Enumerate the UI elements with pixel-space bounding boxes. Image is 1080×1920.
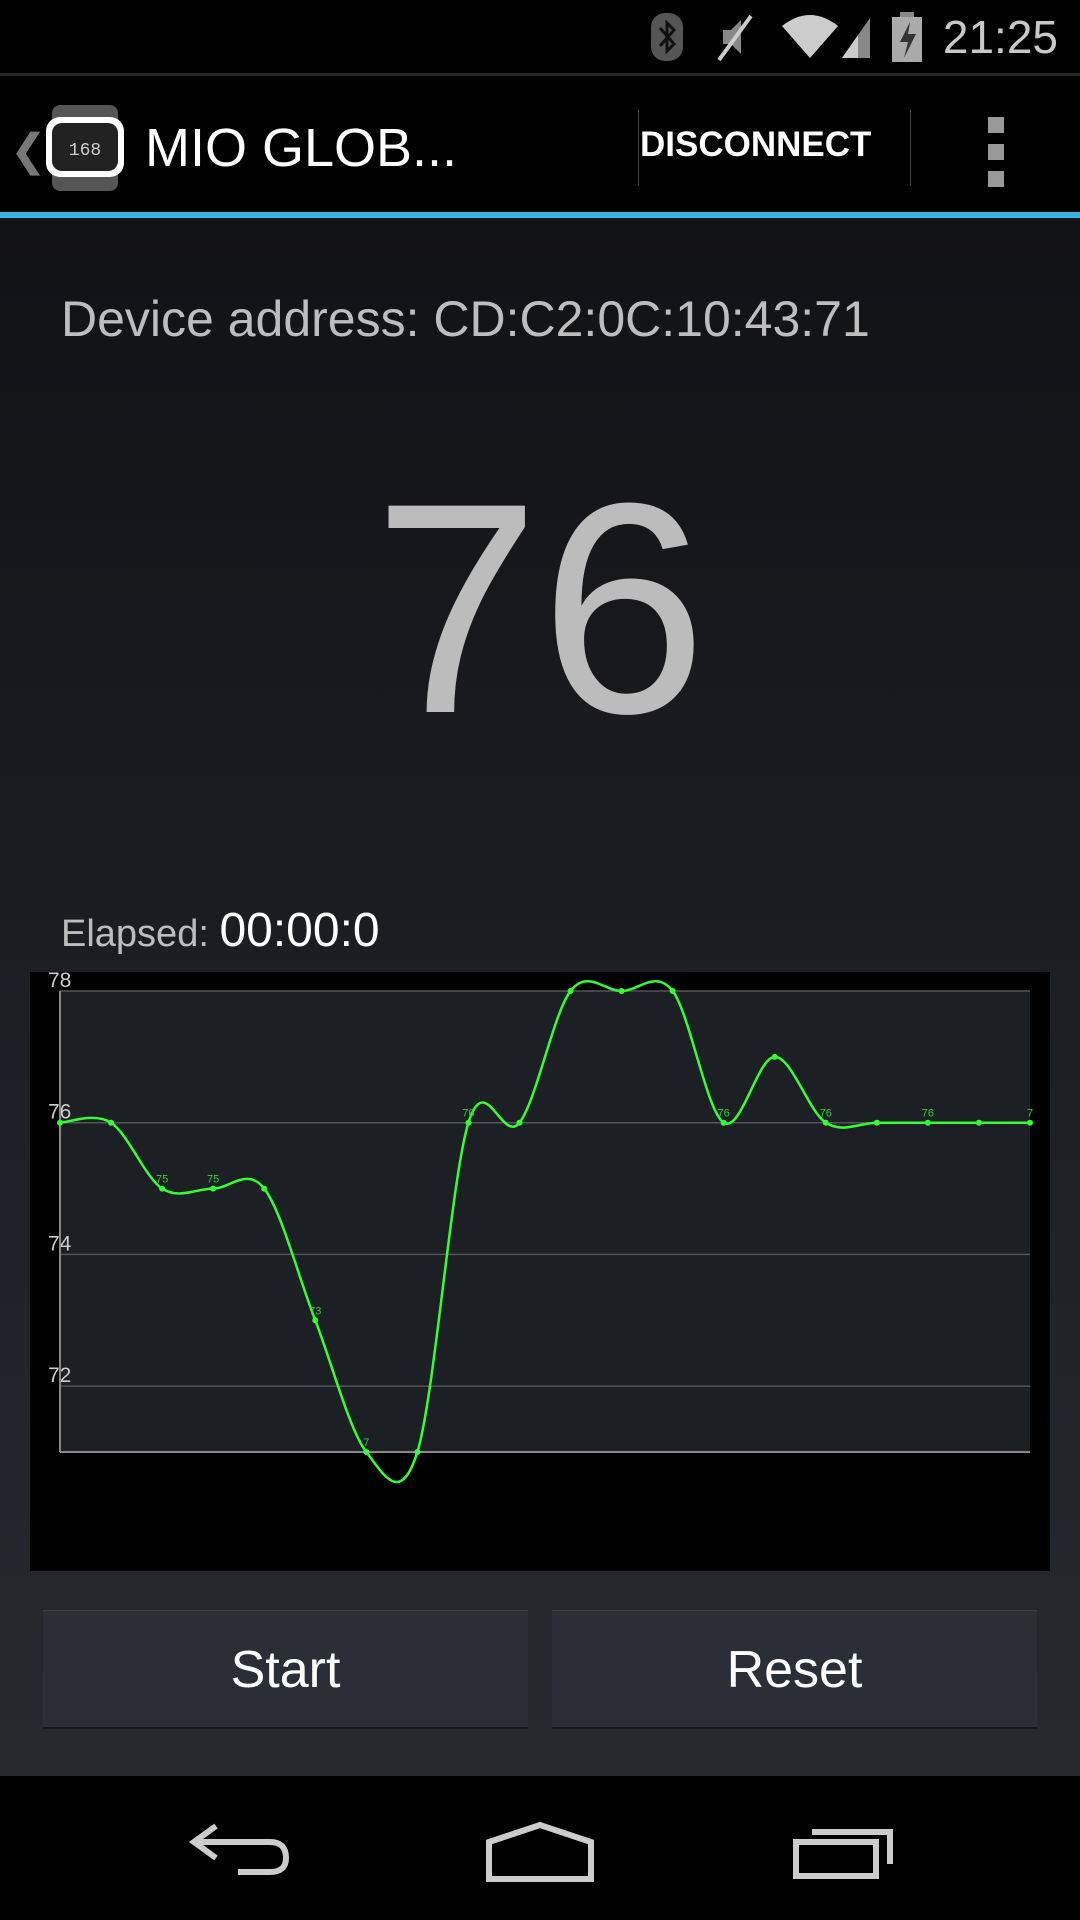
reset-button[interactable]: Reset [552, 1610, 1037, 1729]
back-caret-icon[interactable]: ❮ [10, 126, 47, 175]
data-label: 76 [718, 1108, 730, 1120]
data-label: 76 [820, 1108, 832, 1120]
device-address-value: CD:C2:0C:10:43:71 [433, 291, 870, 347]
plot-area [60, 991, 1030, 1452]
home-icon[interactable] [485, 1822, 595, 1882]
data-point [159, 1185, 166, 1192]
data-point [312, 1317, 319, 1324]
elapsed-label: Elapsed: [61, 913, 209, 955]
navigation-bar [0, 1776, 1080, 1920]
data-point [261, 1185, 268, 1192]
elapsed-time: Elapsed: 00:00:0 [61, 903, 380, 958]
data-point [975, 1119, 982, 1126]
heart-rate-chart: 78 76 74 72 75 75 73 7 76 76 76 76 7 [30, 969, 1050, 1571]
y-tick-label: 78 [48, 972, 71, 992]
overflow-menu-icon[interactable] [988, 117, 1004, 198]
recents-icon[interactable] [792, 1822, 896, 1880]
data-point [210, 1185, 217, 1192]
wifi-icon [782, 15, 870, 58]
data-point [567, 988, 574, 994]
data-label: 73 [309, 1305, 321, 1317]
data-point [873, 1119, 880, 1126]
data-point [465, 1119, 472, 1126]
data-label: 7 [1027, 1108, 1033, 1120]
data-point [822, 1119, 829, 1126]
action-bar: ❮ 168 MIO GLOB... DISCONNECT [0, 79, 1080, 213]
disconnect-button[interactable]: DISCONNECT [640, 125, 872, 164]
data-point [1027, 1119, 1033, 1126]
data-point [924, 1119, 931, 1126]
watch-app-icon[interactable]: 168 [44, 105, 126, 191]
data-label: 76 [922, 1108, 934, 1120]
bluetooth-icon [651, 13, 683, 61]
main-content: Device address: CD:C2:0C:10:43:71 76 Ela… [0, 218, 1080, 1776]
heart-rate-value: 76 [373, 440, 707, 776]
back-icon[interactable] [188, 1822, 292, 1876]
svg-text:168: 168 [69, 141, 101, 161]
data-point [363, 1449, 370, 1455]
elapsed-value: 00:00:0 [219, 904, 380, 957]
data-point [108, 1119, 115, 1126]
data-label: 7 [363, 1437, 369, 1449]
data-point [516, 1119, 523, 1126]
data-label: 75 [156, 1174, 168, 1186]
data-point [618, 988, 625, 994]
divider [910, 109, 911, 185]
data-label: 75 [207, 1174, 219, 1186]
data-point [669, 988, 676, 994]
data-label: 76 [462, 1108, 474, 1120]
clock: 21:25 [942, 11, 1058, 63]
data-point [720, 1119, 727, 1126]
divider [638, 109, 639, 185]
mute-icon [717, 14, 753, 62]
data-point [57, 1119, 63, 1126]
start-button[interactable]: Start [43, 1610, 528, 1729]
status-bar: 21:25 [0, 0, 1080, 76]
battery-charging-icon [892, 12, 922, 62]
device-address: Device address: CD:C2:0C:10:43:71 [61, 290, 870, 348]
data-point [414, 1449, 421, 1455]
app-title: MIO GLOB... [145, 118, 458, 178]
device-address-label: Device address: [61, 291, 420, 347]
data-point [771, 1053, 778, 1060]
accent-line [0, 212, 1080, 218]
